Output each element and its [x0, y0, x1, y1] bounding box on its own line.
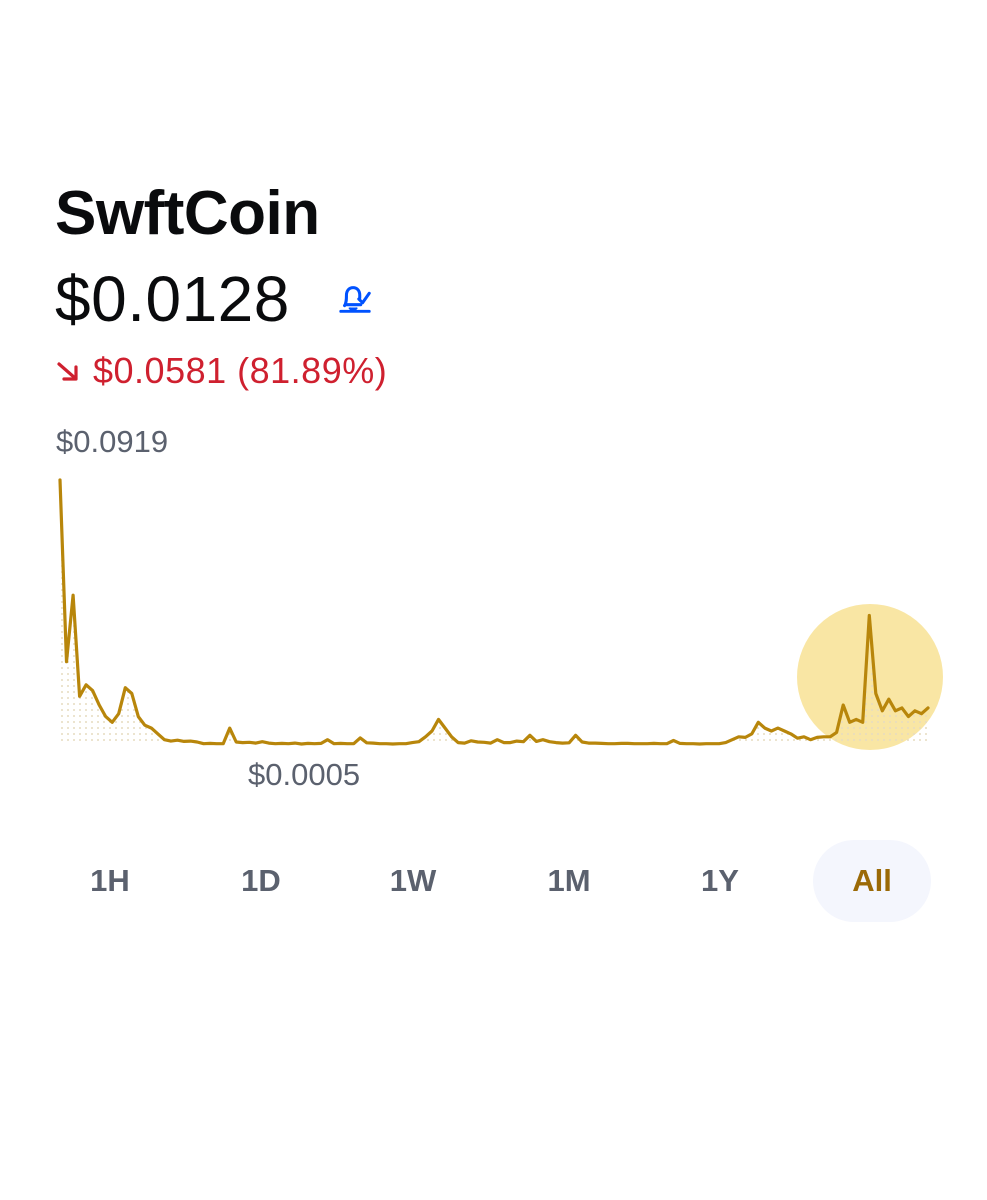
price-chart[interactable]	[0, 420, 987, 820]
price-area	[60, 480, 928, 744]
price-row: $0.0128	[55, 262, 374, 336]
tab-1y[interactable]: 1Y	[701, 863, 739, 898]
tab-1h[interactable]: 1H	[90, 863, 130, 898]
chart-low-label: $0.0005	[248, 757, 361, 792]
tab-1w[interactable]: 1W	[389, 863, 437, 898]
arrow-down-right-icon	[57, 362, 78, 381]
coin-name: SwftCoin	[55, 179, 320, 248]
price-alert-bell-icon[interactable]	[336, 280, 374, 318]
current-price: $0.0128	[55, 263, 290, 335]
tab-all[interactable]: All	[813, 840, 931, 922]
price-change-text: $0.0581 (81.89%)	[93, 350, 388, 391]
price-line	[58, 478, 930, 746]
tab-1d[interactable]: 1D	[241, 863, 281, 898]
time-range-tabs: 1H 1D 1W 1M 1Y All	[0, 840, 987, 924]
chart-high-label: $0.0919	[56, 424, 169, 459]
tab-1m[interactable]: 1M	[547, 863, 591, 898]
price-change: $0.0581 (81.89%)	[55, 350, 387, 392]
